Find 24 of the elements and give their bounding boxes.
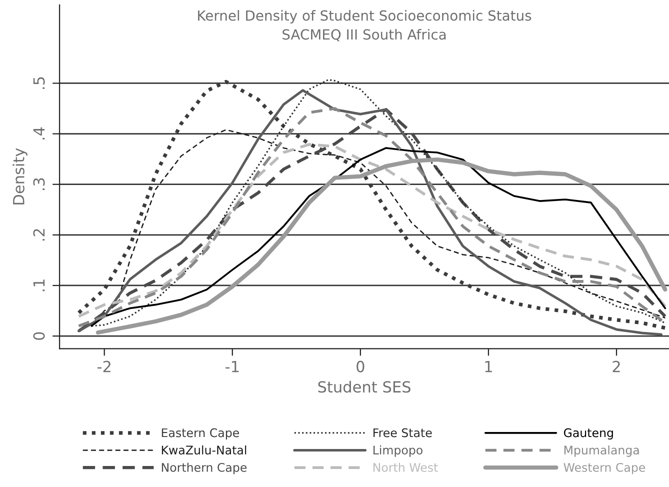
x-tick-label: -2 [97, 360, 110, 372]
x-tick-label: 1 [485, 360, 492, 372]
x-tick-label: -1 [226, 360, 239, 372]
text: North West [374, 462, 438, 472]
y-tick-label: .4 [33, 127, 45, 140]
y-tick-label: 0 [33, 332, 45, 340]
chart-title: Kernel Density of Student Socioeconomic Status [198, 10, 532, 24]
text: SACMEQ III South Africa [282, 28, 446, 42]
y-tick-label: .1 [33, 280, 45, 292]
text: KwaZulu-Natal [162, 445, 246, 455]
y-tick-label: .5 [33, 77, 45, 89]
text: Mpumalanga [564, 445, 639, 457]
x-axis-title: Student SES [318, 380, 410, 393]
x-tick-label: 0 [356, 360, 364, 372]
text: Gauteng [564, 428, 613, 440]
y-tick-label: .3 [33, 178, 45, 190]
text: Eastern Cape [162, 428, 239, 440]
x-tick-label: 2 [612, 360, 620, 372]
text: Northern Cape [162, 462, 247, 474]
text: Western Cape [564, 462, 646, 474]
y-axis-title: Density [12, 148, 28, 204]
text: Free State [374, 428, 432, 438]
text: Limpopo [374, 445, 422, 457]
y-tick-label: .2 [33, 229, 45, 241]
